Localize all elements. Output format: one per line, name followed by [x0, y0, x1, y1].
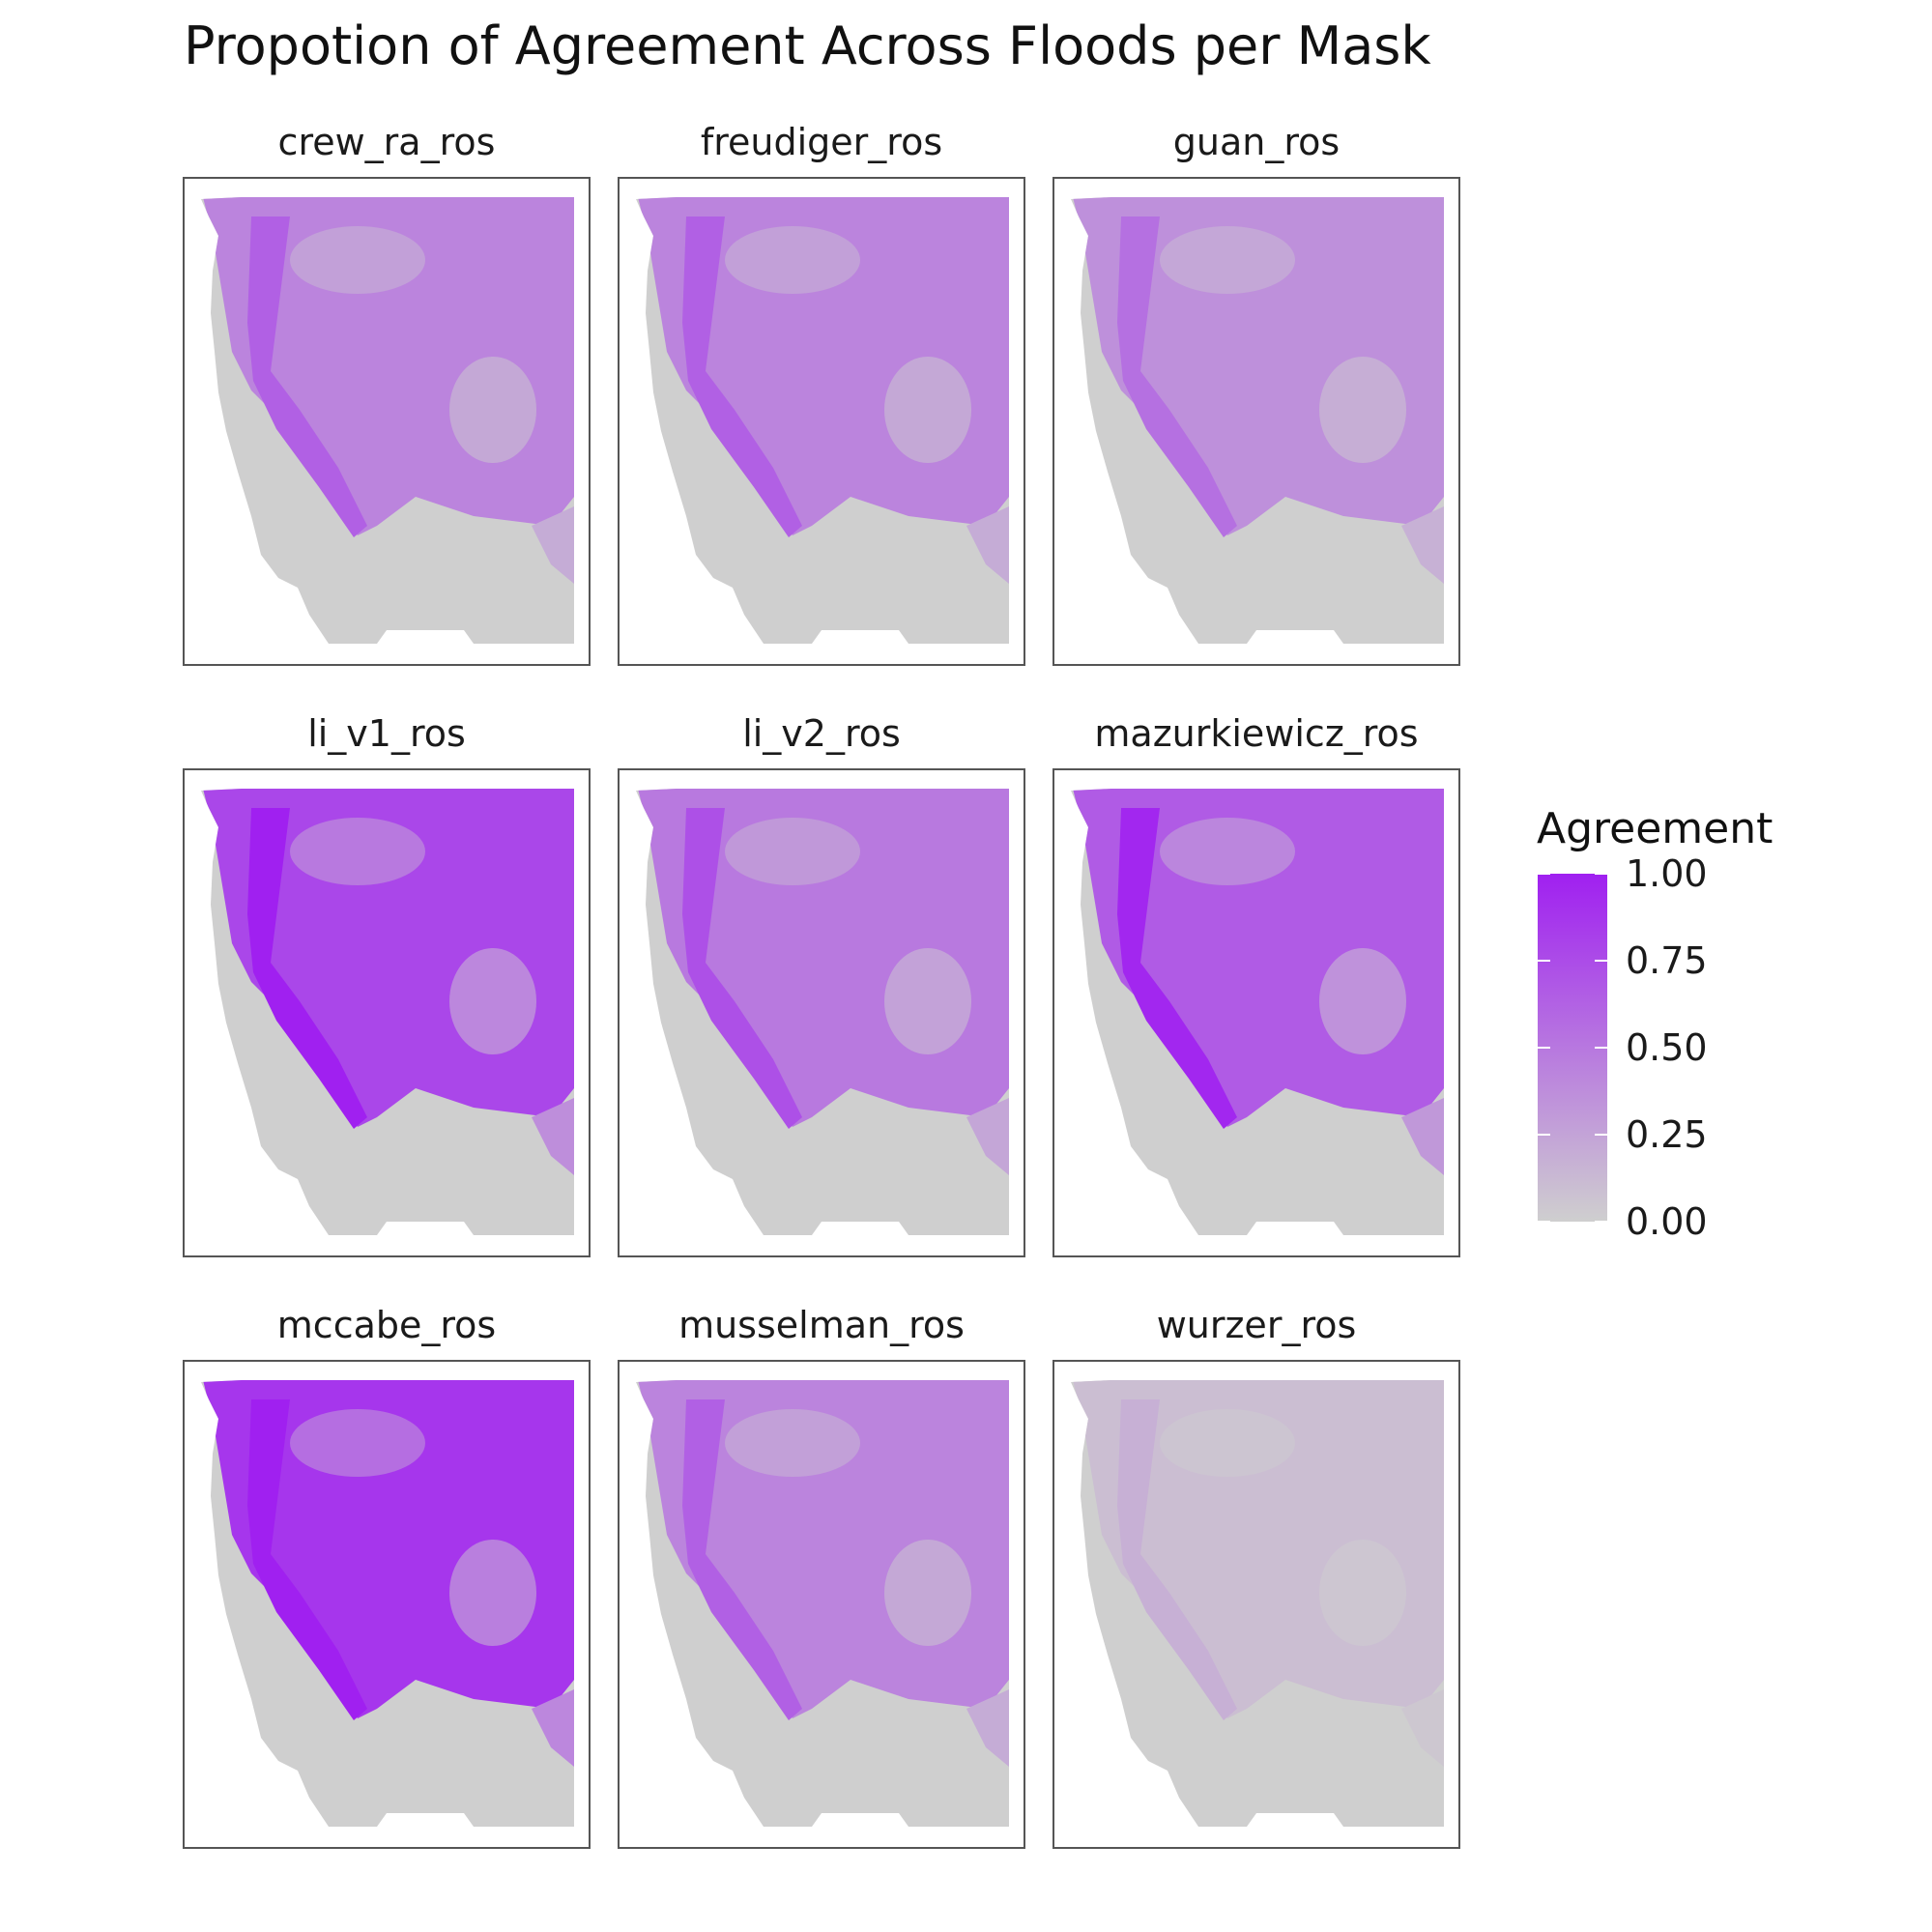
legend-ticks: 1.00 0.75 0.50 0.25 0.00	[1538, 852, 1708, 1243]
panel-border	[1053, 177, 1460, 666]
agreement-map	[201, 1380, 574, 1827]
agreement-map	[636, 1380, 1009, 1827]
facet-label: li_v1_ros	[307, 712, 466, 755]
facet-label: li_v2_ros	[742, 712, 901, 755]
agreement-map	[201, 789, 574, 1235]
panel-border	[618, 1360, 1025, 1849]
facet-panel-wurzer-ros: wurzer_ros	[1053, 1304, 1460, 1849]
agreement-map	[636, 789, 1009, 1235]
facet-label: guan_ros	[1173, 121, 1340, 163]
facet-panel-freudiger-ros: freudiger_ros	[618, 121, 1025, 666]
facet-panel-li-v1-ros: li_v1_ros	[183, 712, 591, 1257]
agreement-map	[201, 197, 574, 644]
facet-label: musselman_ros	[678, 1304, 965, 1346]
agreement-map	[1071, 789, 1444, 1235]
facet-label: crew_ra_ros	[278, 121, 496, 163]
facet-panels: crew_ra_ros freudiger_ros guan_ros li_v1_ro…	[183, 121, 1460, 1849]
facet-label: wurzer_ros	[1157, 1304, 1357, 1346]
facet-panel-guan-ros: guan_ros	[1053, 121, 1460, 666]
facet-panel-crew-ra-ros: crew_ra_ros	[183, 121, 591, 666]
legend-title: Agreement	[1537, 804, 1773, 853]
legend-tick-label: 0.75	[1626, 939, 1708, 982]
panel-border	[618, 768, 1025, 1257]
panel-border	[1053, 1360, 1460, 1849]
agreement-map	[636, 197, 1009, 644]
facet-label: mazurkiewicz_ros	[1094, 712, 1418, 755]
legend-tick-label: 0.00	[1626, 1200, 1708, 1243]
panel-border	[183, 177, 591, 666]
agreement-map	[1071, 1380, 1444, 1827]
legend-tick-label: 1.00	[1626, 852, 1708, 895]
panel-border	[183, 768, 591, 1257]
legend-tick-label: 0.50	[1626, 1026, 1708, 1069]
panel-border	[183, 1360, 591, 1849]
legend: Agreement 1.00 0.75 0.50 0.25 0.00	[1537, 804, 1773, 1243]
facet-label: mccabe_ros	[277, 1304, 496, 1346]
facet-panel-musselman-ros: musselman_ros	[618, 1304, 1025, 1849]
agreement-map	[1071, 197, 1444, 644]
legend-tick-label: 0.25	[1626, 1113, 1708, 1156]
facet-label: freudiger_ros	[701, 121, 942, 163]
facet-panel-mazurkiewicz-ros: mazurkiewicz_ros	[1053, 712, 1460, 1257]
facet-panel-li-v2-ros: li_v2_ros	[618, 712, 1025, 1257]
chart-title: Propotion of Agreement Across Floods per…	[184, 15, 1431, 76]
panel-border	[1053, 768, 1460, 1257]
facet-panel-mccabe-ros: mccabe_ros	[183, 1304, 591, 1849]
panel-border	[618, 177, 1025, 666]
